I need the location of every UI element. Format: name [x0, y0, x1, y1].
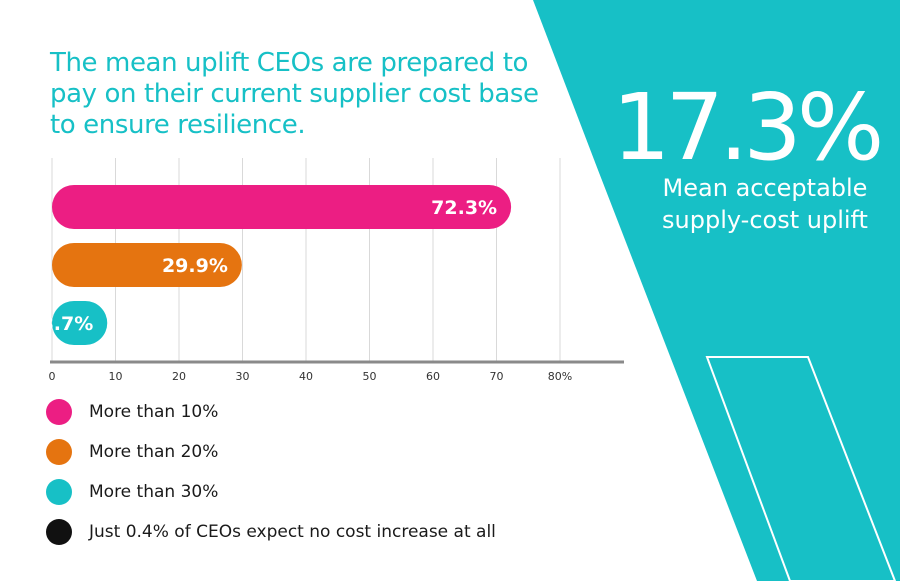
legend-marker	[46, 479, 72, 505]
x-tick-label: 70	[490, 370, 504, 383]
bar	[52, 243, 242, 287]
outline-stripe-shape	[705, 356, 897, 581]
x-tick-label: 10	[109, 370, 123, 383]
legend-label: More than 30%	[89, 482, 219, 502]
x-tick-label: 0	[49, 370, 56, 383]
x-tick-label: 30	[236, 370, 250, 383]
bar	[52, 301, 108, 345]
bar-value-label: 29.9%	[162, 255, 228, 277]
x-tick-label: 40	[299, 370, 313, 383]
legend-label: More than 10%	[89, 402, 219, 422]
headline-stat-caption: Mean acceptable supply-cost uplift	[662, 174, 868, 234]
legend-marker	[46, 439, 72, 465]
teal-banner-shape	[533, 0, 900, 581]
x-axis: 0 10 20 30 40 50 60 70 80%	[49, 360, 624, 383]
legend-label: More than 20%	[89, 442, 219, 462]
bar	[52, 185, 512, 229]
bar-value-label: 72.3%	[431, 197, 497, 219]
chart-title: The mean uplift CEOs are prepared to pay…	[50, 48, 539, 140]
x-tick-label: 50	[363, 370, 377, 383]
legend-marker	[46, 519, 72, 545]
bars: 72.3% 29.9% 8.7%	[41, 185, 512, 345]
x-tick-label: 20	[172, 370, 186, 383]
bar-value-label: 8.7%	[41, 313, 94, 335]
headline-stat: 17.3%	[612, 74, 884, 181]
x-tick-label: 80%	[548, 370, 572, 383]
legend-note-label: Just 0.4% of CEOs expect no cost increas…	[89, 522, 496, 542]
x-tick-label: 60	[426, 370, 440, 383]
legend-marker	[46, 399, 72, 425]
